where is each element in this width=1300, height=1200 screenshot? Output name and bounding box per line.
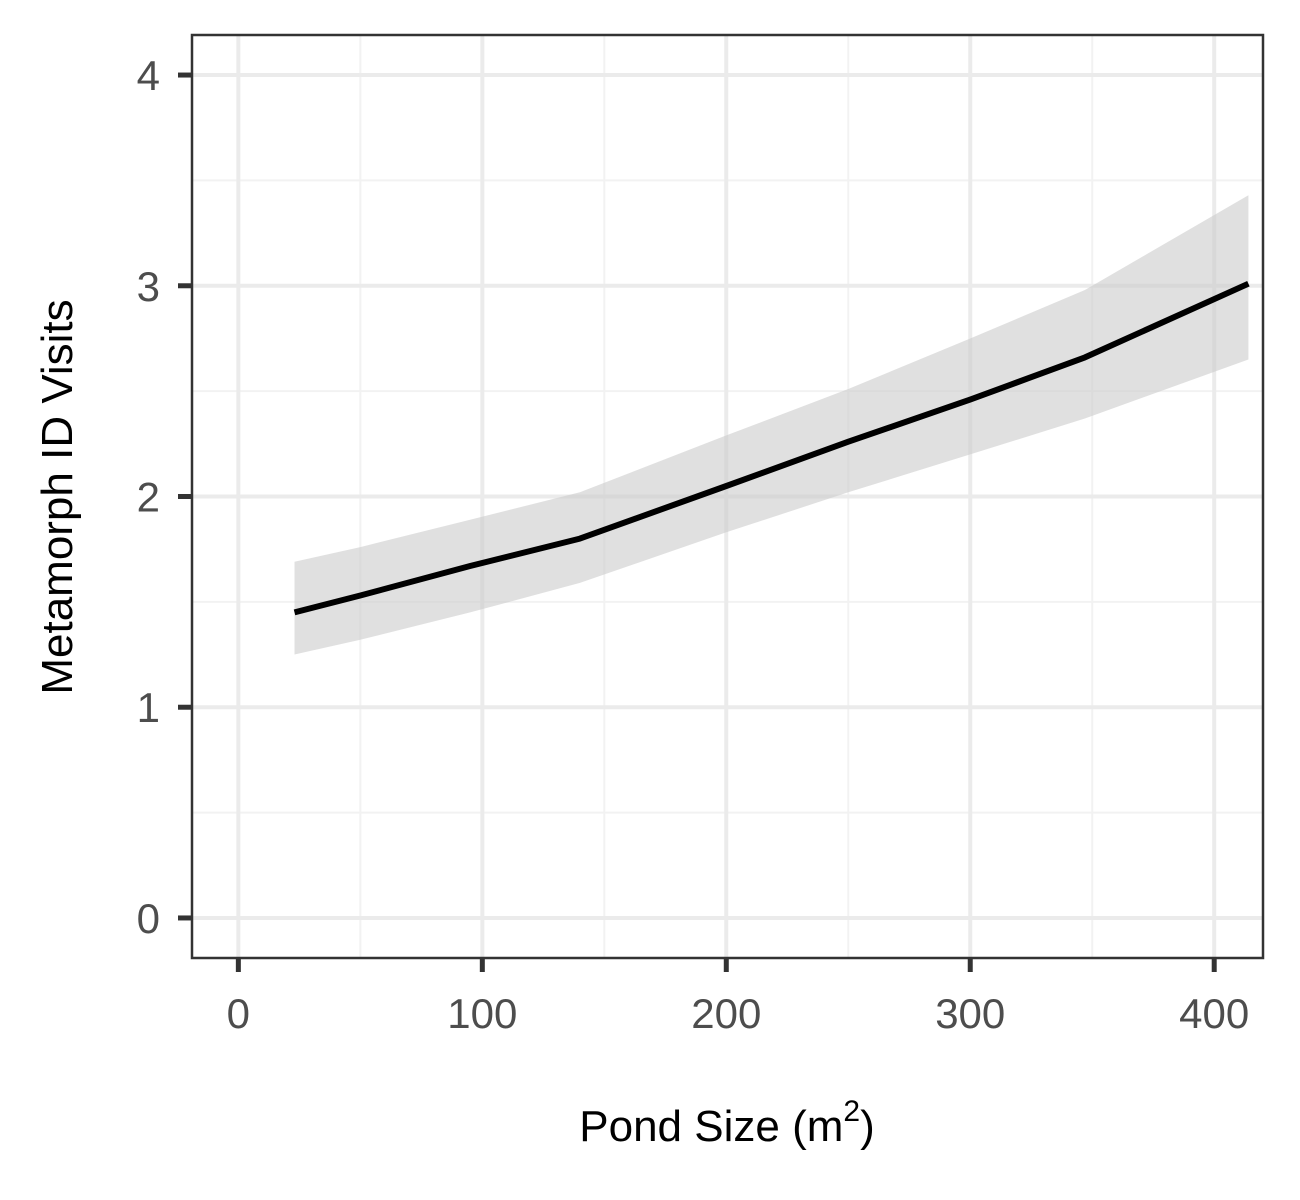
x-tick-label: 0: [227, 990, 250, 1037]
y-tick-label: 2: [137, 474, 160, 521]
y-axis-title: Metamorph ID Visits: [33, 299, 82, 694]
confidence-ribbon: [294, 195, 1249, 655]
y-tick-label: 0: [137, 895, 160, 942]
y-tick-label: 3: [137, 263, 160, 310]
y-axis-ticks: 0 1 2 3 4: [137, 52, 192, 942]
x-tick-label: 400: [1179, 990, 1249, 1037]
x-tick-label: 200: [691, 990, 761, 1037]
x-tick-label: 300: [935, 990, 1005, 1037]
y-tick-label: 4: [137, 52, 160, 99]
x-tick-label: 100: [447, 990, 517, 1037]
y-tick-label: 1: [137, 684, 160, 731]
major-grid: [192, 35, 1263, 958]
x-axis-title: Pond Size (m2): [579, 1095, 874, 1151]
x-axis-ticks: 0 100 200 300 400: [227, 958, 1249, 1037]
fitted-line: [293, 280, 1250, 616]
